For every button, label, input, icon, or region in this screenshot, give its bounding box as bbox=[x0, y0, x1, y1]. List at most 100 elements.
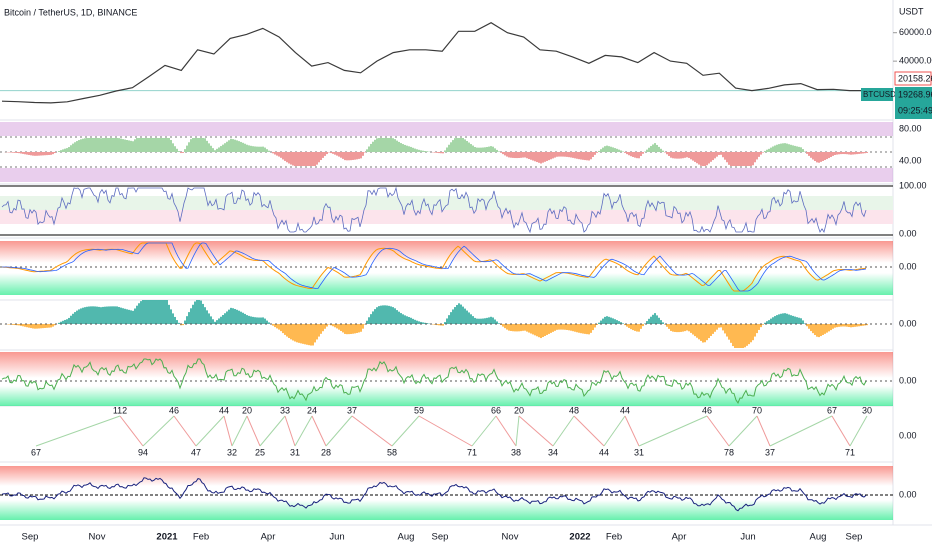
x-tick-label: Aug bbox=[398, 532, 415, 543]
hist-bar bbox=[624, 324, 626, 326]
osc-bar bbox=[188, 142, 190, 152]
osc-bar bbox=[126, 139, 128, 152]
zigzag-segment bbox=[35, 415, 121, 447]
hist-bar bbox=[600, 320, 602, 324]
hist-bar bbox=[850, 324, 852, 328]
hist-bar bbox=[638, 324, 640, 332]
hist-bar bbox=[744, 324, 746, 348]
osc-bar bbox=[124, 139, 126, 152]
osc-bar bbox=[522, 152, 524, 158]
osc-bar bbox=[370, 143, 372, 152]
osc-bar bbox=[802, 149, 804, 152]
hist-bar bbox=[288, 324, 290, 339]
osc-bar bbox=[348, 152, 350, 161]
hist-bar bbox=[548, 324, 550, 334]
zigzag-segment bbox=[259, 415, 286, 447]
zigzag-label: 34 bbox=[548, 447, 558, 457]
osc-bar bbox=[268, 150, 270, 152]
osc-bar bbox=[650, 146, 652, 152]
osc-bar bbox=[40, 152, 42, 156]
zigzag-segment bbox=[638, 415, 708, 447]
hist-bar bbox=[230, 307, 232, 324]
osc-bar bbox=[220, 146, 222, 152]
osc-bar bbox=[586, 152, 588, 161]
osc-bar bbox=[280, 152, 282, 158]
hist-bar bbox=[632, 324, 634, 331]
zigzag-segment bbox=[624, 415, 640, 447]
hist-bar bbox=[616, 320, 618, 324]
osc-bar bbox=[202, 138, 204, 152]
hist-bar bbox=[546, 324, 548, 335]
osc-bar bbox=[324, 152, 326, 156]
osc-bar bbox=[534, 152, 536, 162]
hist-bar bbox=[442, 324, 444, 326]
osc-bar bbox=[112, 138, 114, 152]
pane-label: 0.00 bbox=[899, 228, 917, 238]
hist-bar bbox=[204, 307, 206, 324]
high-label: 20158.26 bbox=[898, 73, 932, 83]
hist-bar bbox=[80, 308, 82, 324]
osc-bar bbox=[658, 146, 660, 152]
osc-bar bbox=[686, 152, 688, 158]
osc-bar bbox=[146, 138, 148, 152]
osc-bar bbox=[400, 143, 402, 152]
osc-bar bbox=[288, 152, 290, 164]
hist-bar bbox=[858, 324, 860, 327]
osc-bar bbox=[100, 138, 102, 152]
osc-bar bbox=[570, 152, 572, 158]
hist-bar bbox=[486, 317, 488, 324]
hist-bar bbox=[402, 314, 404, 324]
osc-bar bbox=[62, 149, 64, 152]
osc-bar bbox=[436, 152, 438, 153]
osc-bar bbox=[352, 152, 354, 160]
osc-bar bbox=[68, 147, 70, 152]
hist-bar bbox=[20, 324, 22, 326]
osc-bar bbox=[760, 152, 762, 155]
osc-bar bbox=[44, 152, 46, 156]
hist-bar bbox=[802, 320, 804, 324]
osc-bar bbox=[300, 152, 302, 166]
hist-bar bbox=[336, 324, 338, 329]
zigzag-label: 44 bbox=[599, 447, 609, 457]
hist-bar bbox=[32, 324, 34, 329]
hist-bar bbox=[130, 310, 132, 324]
zigzag-label: 31 bbox=[290, 447, 300, 457]
x-tick-label: Jun bbox=[740, 532, 755, 543]
osc-bar bbox=[798, 146, 800, 152]
hist-bar bbox=[240, 311, 242, 324]
hist-bar bbox=[294, 324, 296, 342]
osc-bar bbox=[512, 152, 514, 158]
hist-bar bbox=[200, 300, 202, 324]
hist-bar bbox=[12, 324, 14, 325]
hist-bar bbox=[252, 316, 254, 324]
hist-bar bbox=[608, 316, 610, 324]
hist-bar bbox=[326, 324, 328, 327]
osc-bar bbox=[472, 145, 474, 152]
osc-bar bbox=[24, 152, 26, 155]
hist-bar bbox=[642, 324, 644, 327]
x-tick-label: 2022 bbox=[569, 532, 590, 543]
hist-bar bbox=[226, 311, 228, 324]
osc-bar bbox=[600, 149, 602, 152]
hist-bar bbox=[58, 322, 60, 324]
hist-bar bbox=[172, 313, 174, 324]
hist-bar bbox=[144, 300, 146, 324]
osc-bar bbox=[800, 147, 802, 152]
osc-bar bbox=[332, 152, 334, 154]
osc-bar bbox=[38, 152, 40, 156]
hist-bar bbox=[376, 307, 378, 324]
osc-bar bbox=[744, 152, 746, 166]
hist-bar bbox=[164, 300, 166, 324]
osc-bar bbox=[312, 152, 314, 166]
hist-bar bbox=[476, 318, 478, 324]
osc-bar bbox=[116, 138, 118, 152]
hist-bar bbox=[752, 324, 754, 341]
hist-bar bbox=[300, 324, 302, 344]
hist-bar bbox=[554, 324, 556, 331]
hist-bar bbox=[530, 324, 532, 334]
osc-bar bbox=[196, 138, 198, 152]
osc-bar bbox=[138, 138, 140, 152]
hist-bar bbox=[86, 306, 88, 324]
osc-bar bbox=[612, 147, 614, 152]
hist-bar bbox=[284, 324, 286, 335]
